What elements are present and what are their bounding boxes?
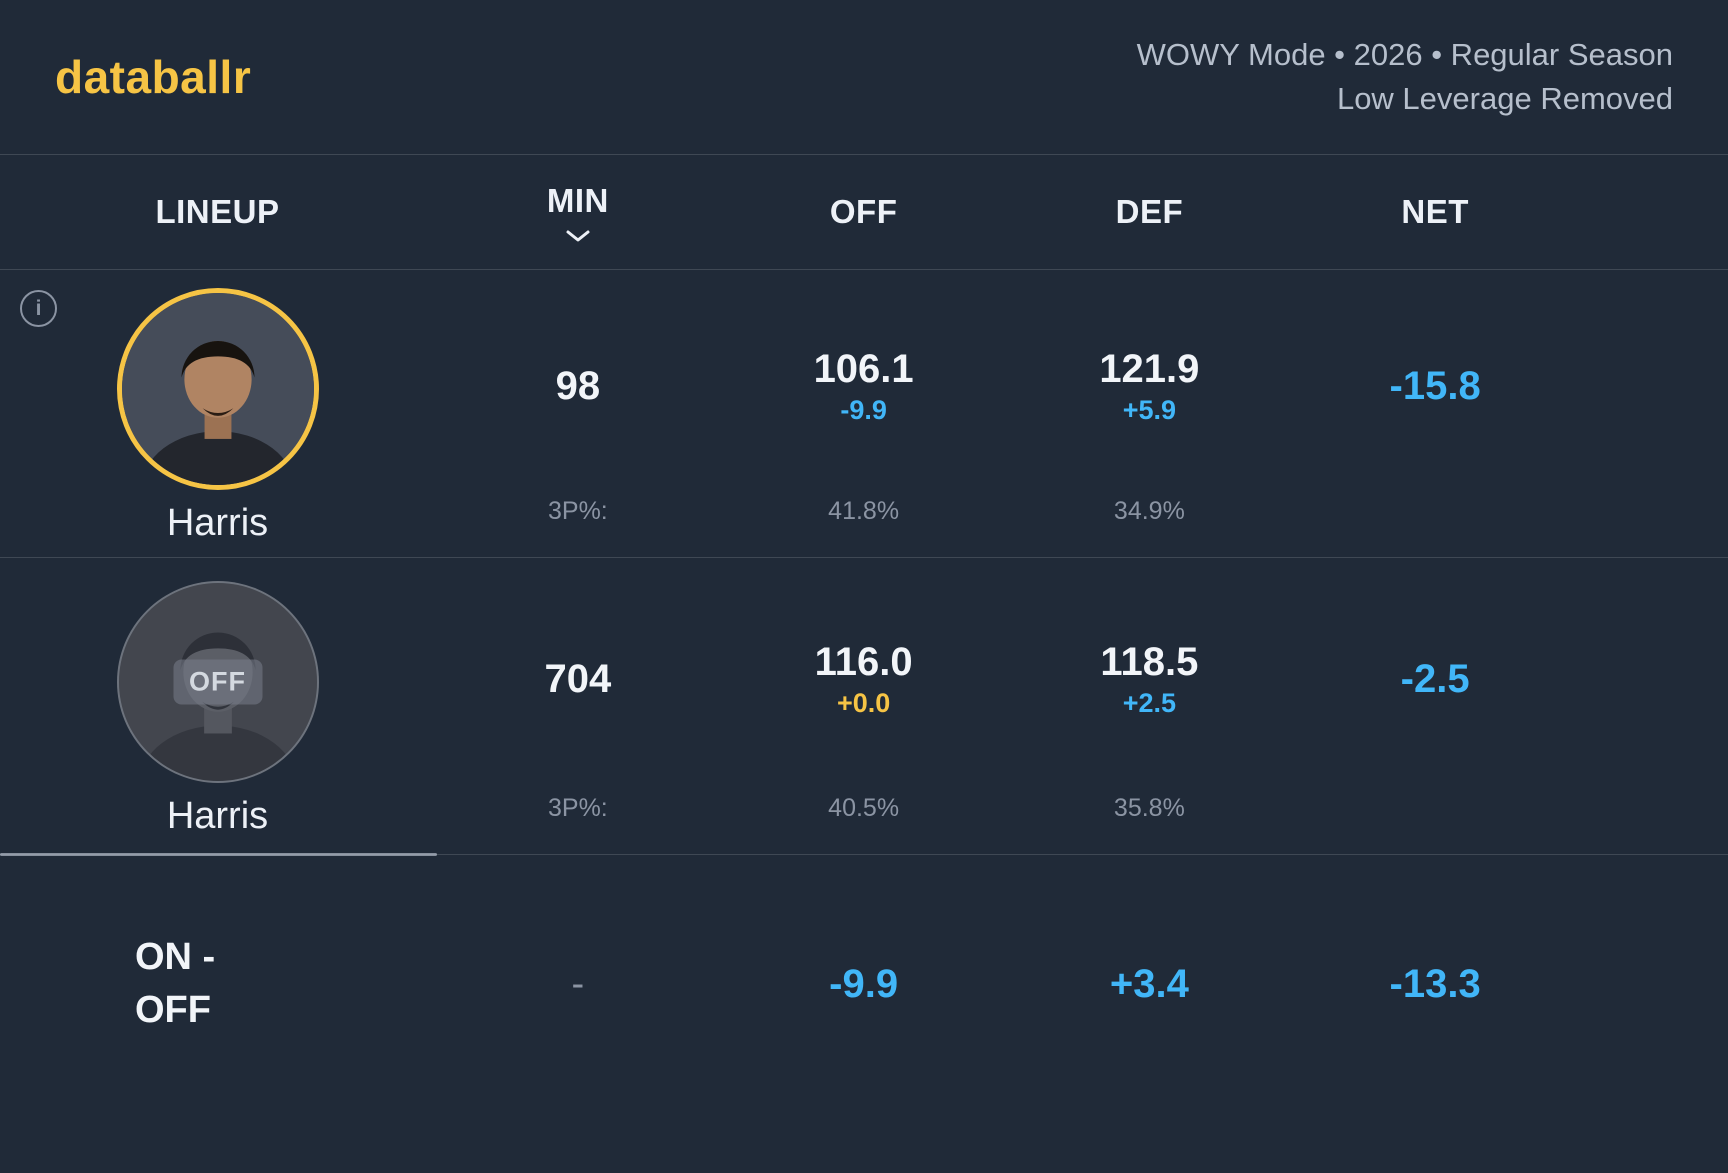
divider-highlight [0, 853, 437, 856]
table-row: OFF Harris 704 116.0 +0.0 118.5 +2.5 -2.… [0, 558, 1728, 855]
min-value: 98 [555, 364, 601, 408]
column-header-lineup[interactable]: LINEUP [155, 193, 280, 230]
off-delta: +0.0 [836, 687, 891, 718]
app-logo: databallr [55, 51, 252, 103]
info-icon[interactable] [20, 290, 57, 327]
net-rating: -15.8 [1389, 364, 1481, 408]
summary-off-value: -9.9 [829, 961, 899, 1006]
column-header-min[interactable]: MIN [435, 182, 721, 243]
mode-status: WOWY Mode • 2026 • Regular Season Low Le… [1137, 33, 1673, 121]
summary-label-line2: OFF [135, 989, 211, 1031]
def-cell: 118.5 +2.5 [1007, 564, 1293, 794]
summary-label-line1: ON - [135, 935, 216, 978]
player-avatar: OFF [116, 580, 319, 783]
lineup-cell-off: OFF Harris [0, 564, 435, 854]
def-rating: 121.9 [1099, 347, 1200, 391]
player-portrait-icon [121, 293, 314, 485]
summary-def-value: +3.4 [1109, 961, 1189, 1006]
net-cell: -2.5 [1292, 564, 1578, 794]
chevron-down-icon [566, 230, 590, 241]
player-avatar [116, 288, 319, 490]
off-cell: 116.0 +0.0 [721, 564, 1007, 794]
player-name: Harris [166, 794, 269, 837]
off-threep-value: 40.5% [828, 794, 900, 822]
def-delta: +2.5 [1122, 687, 1177, 718]
column-header-net[interactable]: NET [1401, 193, 1469, 230]
mode-line: WOWY Mode • 2026 • Regular Season [1136, 36, 1673, 72]
summary-label: ON - OFF [0, 931, 435, 1037]
filter-line: Low Leverage Removed [1336, 81, 1673, 116]
def-delta: +5.9 [1122, 395, 1177, 425]
off-rating: 116.0 [814, 639, 913, 684]
min-cell: 98 [435, 276, 721, 497]
threep-label: 3P%: [547, 794, 608, 822]
off-threep-value: 41.8% [828, 497, 900, 525]
player-avatar-on-image [116, 288, 319, 490]
column-header-def[interactable]: DEF [1115, 193, 1184, 230]
def-cell: 121.9 +5.9 [1007, 276, 1293, 497]
def-threep-value: 34.9% [1113, 497, 1185, 525]
top-bar: databallr WOWY Mode • 2026 • Regular Sea… [0, 0, 1728, 155]
net-cell: -15.8 [1292, 276, 1578, 497]
def-rating: 118.5 [1100, 639, 1199, 684]
summary-net-value: -13.3 [1389, 961, 1481, 1006]
min-cell: 704 [435, 564, 721, 794]
lineup-cell-on: Harris [0, 276, 435, 557]
table-row: Harris 98 106.1 -9.9 121.9 +5.9 -15.8 3P… [0, 270, 1728, 558]
column-header-off[interactable]: OFF [829, 193, 898, 230]
threep-label: 3P%: [547, 497, 608, 525]
summary-row: ON - OFF - -9.9 +3.4 -13.3 [0, 855, 1728, 1173]
off-delta: -9.9 [840, 395, 887, 425]
def-threep-value: 35.8% [1113, 794, 1185, 822]
off-rating: 106.1 [813, 347, 914, 391]
column-header-min-label: MIN [546, 181, 609, 219]
off-cell: 106.1 -9.9 [721, 276, 1007, 497]
net-rating: -2.5 [1400, 656, 1470, 701]
table-header: LINEUP MIN OFF DEF NET [0, 155, 1728, 270]
player-name: Harris [166, 502, 269, 544]
min-value: 704 [544, 656, 612, 701]
off-status-badge: OFF [173, 659, 262, 704]
summary-min-value: - [571, 962, 585, 1005]
